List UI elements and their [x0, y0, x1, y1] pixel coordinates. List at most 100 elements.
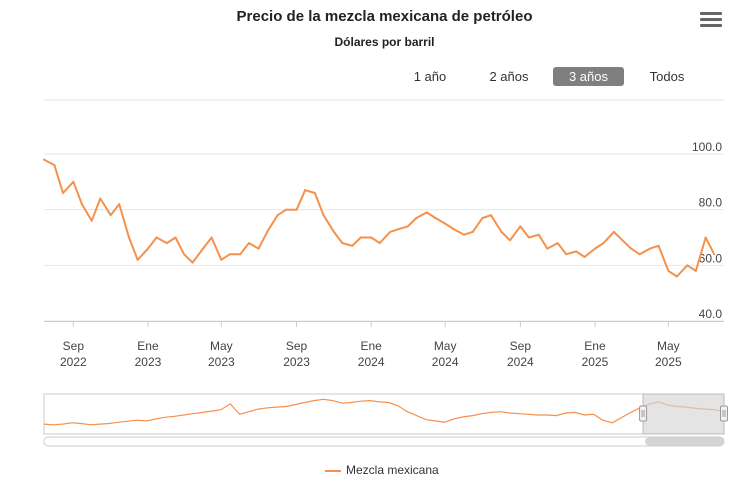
data-point	[389, 230, 392, 233]
navigator-selected-range[interactable]	[642, 393, 725, 435]
x-tick-year-label: 2024	[358, 355, 385, 369]
x-tick-month-label: Ene	[584, 339, 606, 353]
navigator-frame	[43, 393, 725, 435]
data-point	[425, 211, 428, 214]
data-point	[109, 214, 112, 217]
navigator-right-handle[interactable]	[720, 405, 728, 422]
data-point	[239, 253, 242, 256]
data-point	[519, 225, 522, 228]
x-tick-year-label: 2022	[60, 355, 87, 369]
data-point	[621, 239, 624, 242]
data-point	[80, 203, 83, 206]
data-point	[313, 191, 316, 194]
data-point	[43, 158, 45, 161]
hamburger-icon[interactable]	[700, 12, 722, 30]
y-tick-label: 60.0	[699, 251, 723, 265]
x-tick-month-label: May	[434, 339, 457, 353]
range-button-2-years[interactable]: 2 años	[489, 69, 529, 84]
data-point	[471, 230, 474, 233]
data-point	[452, 228, 455, 231]
data-point	[378, 242, 381, 245]
data-point	[406, 225, 409, 228]
data-point	[546, 247, 549, 250]
y-tick-label: 80.0	[699, 196, 723, 210]
data-point	[649, 247, 652, 250]
scrollbar-thumb[interactable]	[645, 437, 724, 446]
data-point	[174, 236, 177, 239]
scrollbar-track[interactable]	[43, 436, 725, 447]
data-point	[667, 269, 670, 272]
data-point	[527, 236, 530, 239]
data-point	[630, 247, 633, 250]
data-point	[686, 264, 689, 267]
x-tick-month-label: Sep	[286, 339, 308, 353]
data-point	[359, 236, 362, 239]
data-point	[201, 247, 204, 250]
legend-label: Mezcla mexicana	[346, 463, 439, 477]
data-point	[228, 253, 231, 256]
data-point	[285, 208, 288, 211]
data-point	[675, 275, 678, 278]
data-point	[220, 258, 223, 261]
x-tick-year-label: 2023	[208, 355, 235, 369]
data-point	[565, 253, 568, 256]
x-tick-month-label: Ene	[360, 339, 382, 353]
data-point	[638, 253, 641, 256]
data-point	[602, 242, 605, 245]
data-point	[266, 230, 269, 233]
data-point	[61, 191, 64, 194]
data-point	[481, 217, 484, 220]
data-point	[183, 253, 186, 256]
y-tick-label: 40.0	[699, 307, 723, 321]
data-point	[304, 189, 307, 192]
range-button-1-year[interactable]: 1 año	[413, 69, 447, 84]
data-point	[99, 197, 102, 200]
range-button-3-years[interactable]: 3 años	[553, 67, 624, 86]
data-point	[351, 244, 354, 247]
chart-title: Precio de la mezcla mexicana de petróleo	[236, 8, 533, 25]
x-tick-month-label: Ene	[137, 339, 159, 353]
data-point	[191, 261, 194, 264]
range-button-all[interactable]: Todos	[649, 69, 685, 84]
y-tick-label: 100.0	[692, 140, 722, 154]
data-point	[694, 269, 697, 272]
data-point	[276, 214, 279, 217]
data-point	[713, 253, 716, 256]
data-point	[136, 258, 139, 261]
data-point	[322, 214, 325, 217]
legend-item[interactable]: Mezcla mexicana	[325, 463, 439, 477]
data-point	[332, 230, 335, 233]
x-tick-month-label: Sep	[510, 339, 532, 353]
data-point	[247, 242, 250, 245]
navigator-left-handle[interactable]	[639, 405, 648, 422]
data-point	[556, 242, 559, 245]
data-point	[53, 164, 56, 167]
data-point	[72, 180, 75, 183]
data-point	[90, 219, 93, 222]
data-point	[704, 236, 707, 239]
x-tick-month-label: May	[657, 339, 680, 353]
data-point	[537, 233, 540, 236]
x-tick-year-label: 2025	[655, 355, 682, 369]
x-tick-month-label: May	[210, 339, 233, 353]
data-point	[370, 236, 373, 239]
data-point	[397, 228, 400, 231]
data-point	[118, 203, 121, 206]
data-point	[341, 242, 344, 245]
data-point	[508, 239, 511, 242]
x-tick-year-label: 2023	[283, 355, 310, 369]
data-point	[490, 214, 493, 217]
data-point	[575, 250, 578, 253]
x-tick-year-label: 2023	[135, 355, 162, 369]
data-point	[210, 236, 213, 239]
data-point	[165, 242, 168, 245]
data-point	[444, 222, 447, 225]
data-point	[434, 217, 437, 220]
data-point	[257, 247, 260, 250]
data-point	[128, 236, 130, 239]
x-tick-year-label: 2025	[582, 355, 609, 369]
navigator-series-line	[43, 398, 725, 426]
data-point	[657, 244, 660, 247]
data-point	[415, 217, 418, 220]
